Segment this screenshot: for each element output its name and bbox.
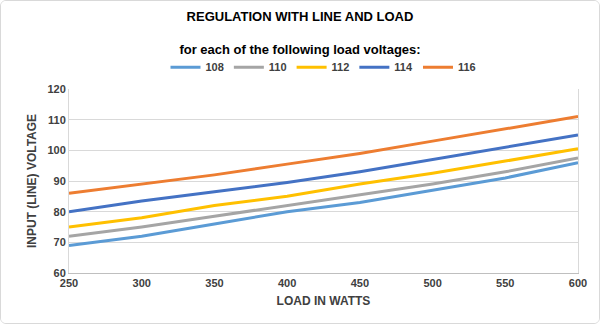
svg-text:114: 114	[394, 61, 413, 73]
svg-text:60: 60	[54, 267, 66, 279]
svg-text:80: 80	[54, 206, 66, 218]
svg-text:550: 550	[496, 277, 514, 289]
svg-text:90: 90	[54, 175, 66, 187]
svg-text:250: 250	[60, 277, 78, 289]
svg-text:100: 100	[47, 144, 65, 156]
svg-text:350: 350	[205, 277, 223, 289]
svg-text:110: 110	[48, 114, 66, 126]
svg-text:INPUT (LINE) VOLTAGE: INPUT (LINE) VOLTAGE	[25, 114, 39, 248]
svg-text:REGULATION WITH LINE AND LOAD: REGULATION WITH LINE AND LOAD	[187, 9, 414, 24]
svg-text:70: 70	[54, 236, 66, 248]
svg-text:LOAD IN WATTS: LOAD IN WATTS	[277, 294, 371, 308]
svg-text:500: 500	[423, 277, 441, 289]
svg-text:600: 600	[569, 277, 587, 289]
svg-text:120: 120	[47, 83, 65, 95]
svg-text:400: 400	[278, 277, 296, 289]
svg-text:450: 450	[351, 277, 369, 289]
svg-text:112: 112	[332, 61, 350, 73]
svg-text:for each of the following load: for each of the following load voltages:	[179, 42, 420, 57]
svg-text:116: 116	[458, 61, 476, 73]
svg-text:300: 300	[133, 277, 151, 289]
svg-text:110: 110	[269, 61, 287, 73]
svg-text:108: 108	[206, 61, 224, 73]
